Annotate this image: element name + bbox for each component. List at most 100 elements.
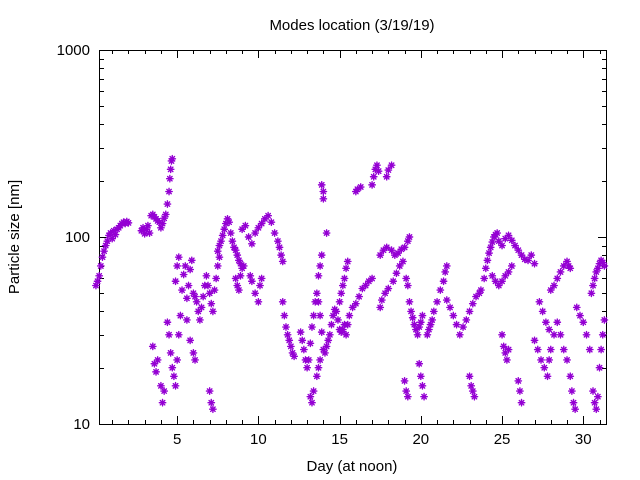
data-point <box>157 223 165 232</box>
data-point <box>213 262 222 270</box>
data-point <box>395 262 404 270</box>
data-point <box>213 247 222 256</box>
data-point <box>585 345 594 354</box>
data-point <box>433 297 441 306</box>
data-point <box>296 328 305 337</box>
data-point <box>189 289 198 298</box>
data-point <box>446 303 454 312</box>
data-point <box>563 356 571 364</box>
data-point <box>124 218 133 227</box>
data-point <box>329 311 338 320</box>
data-point <box>314 363 323 372</box>
x-tick-label: 15 <box>331 431 348 448</box>
data-point <box>233 281 242 290</box>
data-point <box>530 259 539 268</box>
data-point <box>98 253 107 262</box>
data-point <box>215 253 224 262</box>
data-point <box>407 307 415 316</box>
data-point <box>325 330 334 339</box>
chart-title: Modes location (3/19/19) <box>269 17 434 34</box>
data-point <box>597 345 606 354</box>
data-point <box>145 229 154 237</box>
data-point <box>304 356 313 364</box>
data-point <box>369 172 378 181</box>
x-tick-label: 10 <box>250 431 267 448</box>
data-point <box>441 268 450 276</box>
data-point <box>158 398 167 407</box>
data-point <box>412 325 420 334</box>
data-point <box>413 330 422 339</box>
data-point <box>207 398 216 407</box>
data-point <box>423 330 432 339</box>
data-point <box>556 330 565 339</box>
data-point <box>449 311 458 320</box>
data-point <box>267 218 276 227</box>
data-point <box>351 299 360 308</box>
data-point <box>540 363 549 372</box>
data-point <box>572 303 581 312</box>
data-point <box>384 166 393 174</box>
data-point <box>225 218 234 227</box>
data-point <box>191 292 199 301</box>
data-point <box>316 262 325 270</box>
data-point <box>472 292 480 301</box>
data-point <box>183 316 191 324</box>
data-point <box>247 277 256 286</box>
data-point <box>179 270 188 279</box>
data-point <box>468 387 477 395</box>
data-point <box>595 363 604 372</box>
data-point <box>400 243 409 252</box>
axis-ticks <box>100 50 606 425</box>
data-point <box>530 336 539 345</box>
data-point <box>491 277 500 286</box>
data-point <box>230 243 238 252</box>
data-point <box>343 257 352 266</box>
data-point <box>278 257 287 266</box>
data-point <box>183 294 191 303</box>
data-point <box>553 274 562 283</box>
tick-labels: 5 10 15 20 25 30 10 100 1000 <box>57 42 592 448</box>
data-point <box>161 210 170 219</box>
data-point <box>559 345 568 354</box>
data-point <box>428 316 437 324</box>
y-tick-label: 10 <box>73 416 90 433</box>
data-point <box>397 245 406 254</box>
data-point <box>298 336 307 345</box>
data-point <box>550 330 558 339</box>
data-point <box>312 289 321 298</box>
data-point <box>260 214 269 223</box>
data-point <box>382 172 391 181</box>
data-point <box>163 318 172 327</box>
data-point <box>270 229 279 237</box>
data-point <box>223 214 232 223</box>
data-point <box>234 256 243 265</box>
data-point <box>220 225 229 234</box>
data-point <box>376 303 385 312</box>
data-point <box>208 405 217 414</box>
data-point <box>166 165 175 174</box>
data-point <box>477 286 485 295</box>
data-point <box>217 237 225 246</box>
data-point <box>285 336 294 345</box>
data-point <box>103 237 112 246</box>
data-point <box>184 281 193 290</box>
data-point <box>576 311 584 320</box>
data-point <box>546 345 555 354</box>
data-point <box>545 356 554 364</box>
data-point <box>511 241 519 250</box>
data-point <box>314 271 323 280</box>
data-point <box>436 286 445 295</box>
data-point <box>109 226 118 235</box>
data-point <box>155 218 164 227</box>
data-point <box>483 256 492 265</box>
data-point <box>286 342 295 351</box>
data-point <box>277 251 286 260</box>
data-point <box>254 297 263 306</box>
data-point <box>199 292 208 301</box>
data-point <box>160 387 169 395</box>
data-point <box>374 167 383 176</box>
data-point <box>236 259 245 268</box>
data-point <box>137 226 146 235</box>
data-point <box>101 241 110 250</box>
data-point <box>364 277 373 286</box>
